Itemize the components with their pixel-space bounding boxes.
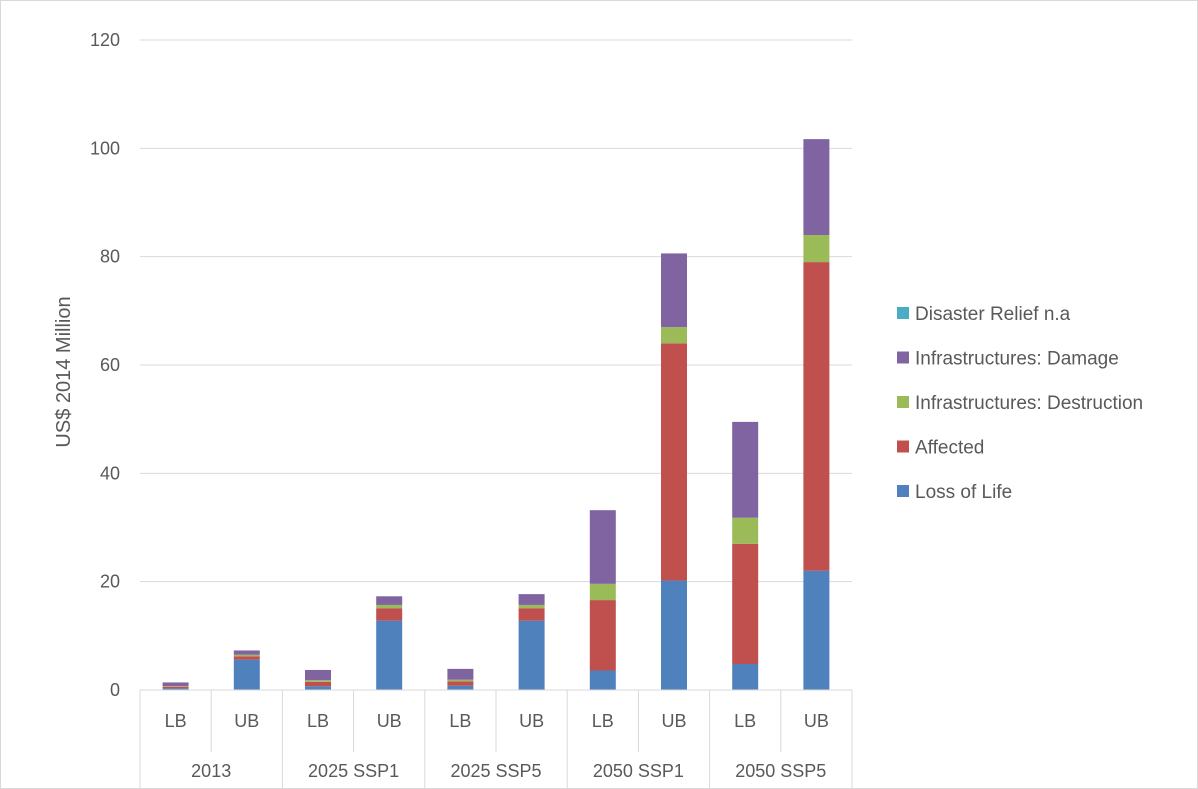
legend: Disaster Relief n.a Infrastructures: Dama… bbox=[897, 304, 1143, 503]
y-tick-label: 40 bbox=[100, 463, 120, 483]
x-tick-label: UB bbox=[234, 711, 259, 731]
x-tick-label: UB bbox=[661, 711, 686, 731]
bar-segment bbox=[234, 660, 260, 690]
bar-segment bbox=[732, 664, 758, 690]
y-tick-label: 80 bbox=[100, 247, 120, 267]
bar-segment bbox=[305, 670, 331, 680]
bar-segment bbox=[376, 608, 402, 620]
y-tick-label: 20 bbox=[100, 572, 120, 592]
x-group-label: 2025 SSP1 bbox=[308, 761, 399, 781]
bar-segment bbox=[732, 544, 758, 664]
bar-segment bbox=[447, 681, 473, 685]
bar-segment bbox=[519, 605, 545, 608]
x-group-label: 2050 SSP1 bbox=[593, 761, 684, 781]
bar-segment bbox=[376, 596, 402, 605]
legend-swatch bbox=[897, 396, 909, 408]
x-tick-label: UB bbox=[804, 711, 829, 731]
y-axis-ticks: 0 20 40 60 80 100 120 bbox=[90, 30, 120, 700]
legend-label: Disaster Relief n.a bbox=[915, 304, 1071, 325]
x-tick-label: LB bbox=[449, 711, 471, 731]
bar-segment bbox=[376, 621, 402, 690]
bar-segment bbox=[590, 671, 616, 691]
bar-segment bbox=[305, 682, 331, 686]
x-tick-label: LB bbox=[307, 711, 329, 731]
bar-segment bbox=[590, 600, 616, 670]
x-group-label: 2050 SSP5 bbox=[735, 761, 826, 781]
legend-swatch bbox=[897, 485, 909, 497]
x-tick-label: LB bbox=[165, 711, 187, 731]
bar-segment bbox=[447, 686, 473, 690]
x-tick-label: LB bbox=[734, 711, 756, 731]
bar-segment bbox=[661, 327, 687, 343]
bar-segment bbox=[661, 581, 687, 690]
x-tick-label: LB bbox=[592, 711, 614, 731]
bar-segment bbox=[519, 594, 545, 605]
bar-segment bbox=[803, 139, 829, 235]
bar-segment bbox=[163, 682, 189, 686]
bar-segment bbox=[590, 584, 616, 600]
y-tick-label: 0 bbox=[110, 680, 120, 700]
bar-segment bbox=[376, 605, 402, 608]
bar-segment bbox=[234, 650, 260, 654]
bar-segment bbox=[234, 656, 260, 659]
bar-segment bbox=[803, 571, 829, 690]
bar-segment bbox=[234, 655, 260, 657]
bar-segment bbox=[305, 680, 331, 682]
x-tick-label: UB bbox=[377, 711, 402, 731]
y-axis-label: US$ 2014 Million bbox=[53, 296, 75, 447]
bar-segment bbox=[803, 262, 829, 571]
bar-segment bbox=[447, 680, 473, 682]
bar-segment bbox=[447, 669, 473, 680]
bar-segment bbox=[519, 608, 545, 620]
y-tick-label: 60 bbox=[100, 355, 120, 375]
bar-segment bbox=[519, 621, 545, 690]
y-tick-label: 100 bbox=[90, 138, 120, 158]
bar-segment bbox=[732, 518, 758, 544]
legend-label: Loss of Life bbox=[915, 482, 1012, 503]
bar-segment bbox=[305, 686, 331, 690]
legend-label: Affected bbox=[915, 438, 984, 459]
bar-segment bbox=[163, 687, 189, 689]
bar-segment bbox=[163, 686, 189, 687]
bar-segment bbox=[590, 510, 616, 584]
bar-segment bbox=[803, 235, 829, 262]
bar-segment bbox=[661, 343, 687, 580]
x-tick-label: UB bbox=[519, 711, 544, 731]
legend-label: Infrastructures: Destruction bbox=[915, 393, 1143, 414]
bar-segment bbox=[732, 422, 758, 518]
bars bbox=[163, 139, 830, 690]
x-group-label: 2025 SSP5 bbox=[450, 761, 541, 781]
legend-swatch bbox=[897, 441, 909, 453]
legend-swatch bbox=[897, 352, 909, 364]
y-tick-label: 120 bbox=[90, 30, 120, 50]
x-axis: LB UB LB UB LB UB LB UB LB UB 2013 2025 SSP1 2025 SS… bbox=[140, 690, 852, 789]
bar-segment bbox=[661, 253, 687, 327]
legend-label: Infrastructures: Damage bbox=[915, 349, 1119, 370]
legend-swatch bbox=[897, 307, 909, 319]
x-group-label: 2013 bbox=[191, 761, 231, 781]
